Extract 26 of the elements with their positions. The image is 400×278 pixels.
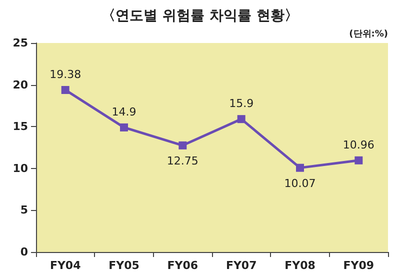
y-tick-label: 0 bbox=[20, 246, 28, 258]
x-tick-label: FY04 bbox=[50, 259, 82, 272]
x-tick-label: FY08 bbox=[284, 259, 316, 272]
data-label: 15.9 bbox=[229, 97, 254, 110]
chart-title: 〈연도별 위험률 차익률 현황〉 bbox=[102, 8, 298, 24]
x-tick-label: FY09 bbox=[343, 259, 374, 272]
data-label: 10.07 bbox=[284, 176, 316, 190]
point bbox=[237, 115, 246, 124]
y-tick-label: 20 bbox=[12, 78, 28, 92]
point bbox=[120, 123, 128, 132]
y-tick-label: 25 bbox=[12, 36, 28, 50]
data-label: 19.38 bbox=[50, 68, 82, 81]
x-tick-label: FY06 bbox=[167, 259, 198, 272]
point bbox=[61, 86, 70, 94]
y-tick-label: 15 bbox=[12, 120, 28, 134]
point bbox=[354, 156, 363, 164]
x-tick-label: FY07 bbox=[226, 259, 257, 272]
x-tick-label: FY05 bbox=[108, 259, 140, 272]
y-tick-label: 5 bbox=[20, 204, 28, 217]
y-tick-label: 10 bbox=[12, 162, 28, 175]
data-label: 12.75 bbox=[166, 154, 198, 168]
text: (단위:%) bbox=[349, 30, 388, 40]
point bbox=[296, 164, 304, 172]
data-label: 10.96 bbox=[342, 138, 374, 152]
data-label: 14.9 bbox=[112, 105, 136, 118]
point bbox=[178, 141, 187, 150]
